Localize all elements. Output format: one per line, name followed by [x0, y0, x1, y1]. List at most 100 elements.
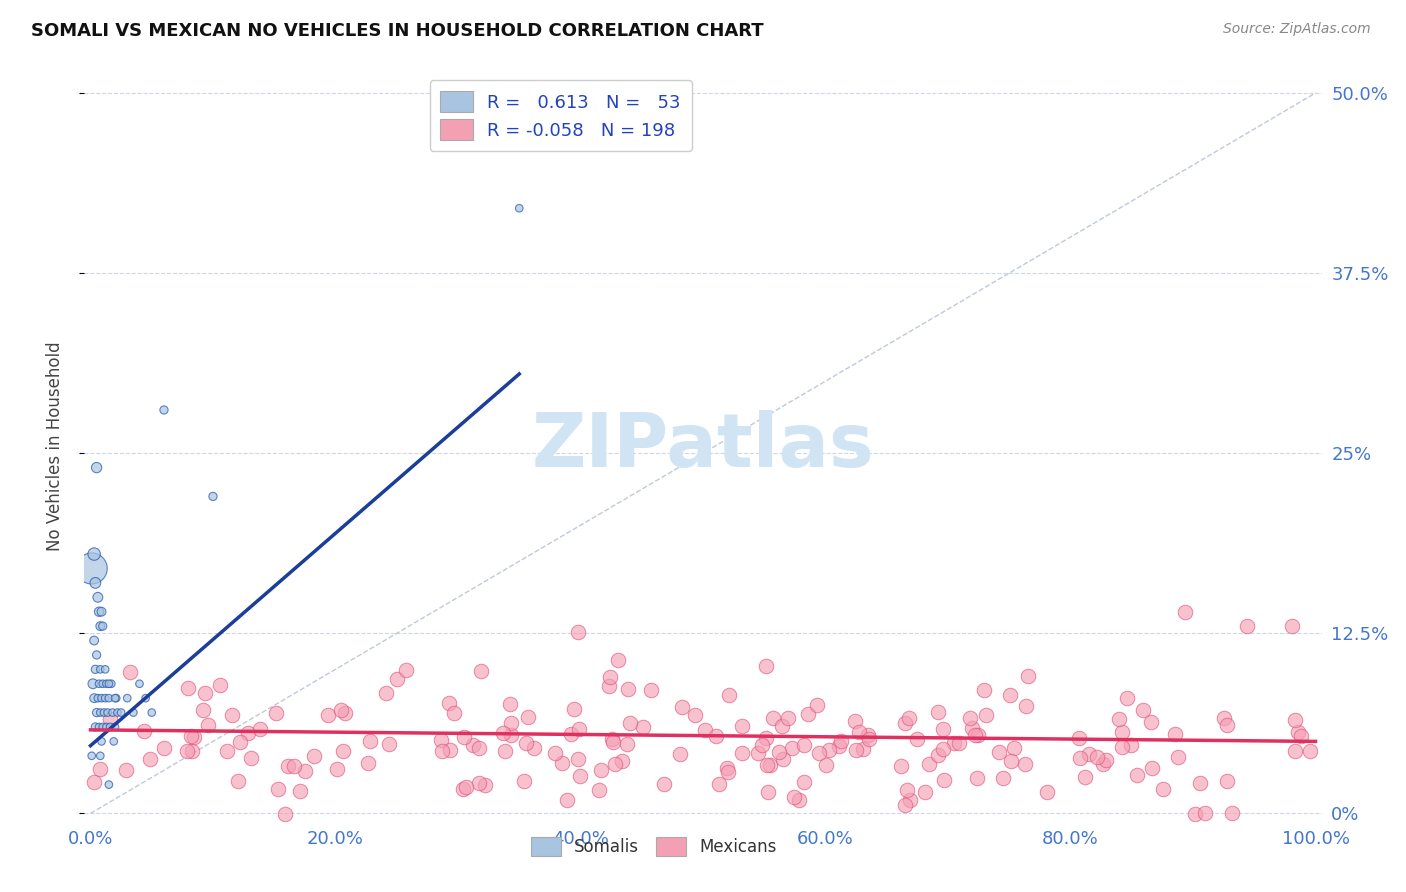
Point — [1174, 605, 1197, 619]
Text: Source: ZipAtlas.com: Source: ZipAtlas.com — [1223, 22, 1371, 37]
Point — [84, 575, 107, 590]
Point — [1002, 740, 1025, 755]
Point — [1289, 729, 1312, 743]
Point — [209, 678, 232, 692]
Point — [1164, 727, 1187, 741]
Point — [1132, 703, 1154, 717]
Point — [599, 670, 621, 684]
Point — [707, 777, 730, 791]
Point — [87, 691, 110, 706]
Point — [84, 662, 107, 676]
Point — [932, 742, 955, 756]
Point — [1069, 750, 1091, 764]
Point — [755, 731, 778, 745]
Point — [1236, 619, 1258, 633]
Point — [797, 706, 820, 721]
Text: ZIPatlas: ZIPatlas — [531, 409, 875, 483]
Point — [523, 741, 546, 756]
Point — [914, 784, 936, 798]
Point — [1216, 774, 1239, 789]
Point — [1108, 712, 1130, 726]
Point — [90, 734, 112, 748]
Point — [730, 746, 752, 760]
Point — [96, 720, 118, 734]
Point — [1036, 785, 1059, 799]
Point — [747, 747, 769, 761]
Point — [274, 806, 297, 821]
Point — [894, 798, 917, 813]
Point — [439, 743, 461, 757]
Point — [896, 782, 918, 797]
Point — [80, 561, 103, 575]
Point — [815, 757, 838, 772]
Point — [683, 708, 706, 723]
Point — [1299, 744, 1322, 758]
Point — [567, 625, 589, 640]
Point — [1284, 714, 1306, 728]
Point — [107, 706, 129, 720]
Point — [1111, 739, 1133, 754]
Point — [97, 691, 120, 706]
Point — [115, 763, 138, 777]
Point — [87, 591, 110, 605]
Point — [118, 665, 141, 679]
Point — [1116, 691, 1139, 706]
Point — [288, 784, 311, 798]
Point — [751, 738, 773, 752]
Point — [264, 706, 287, 720]
Point — [89, 619, 111, 633]
Point — [616, 738, 638, 752]
Point — [236, 725, 259, 739]
Point — [1091, 756, 1114, 771]
Point — [84, 720, 107, 734]
Point — [177, 681, 200, 695]
Point — [943, 735, 966, 749]
Point — [652, 777, 675, 791]
Point — [97, 677, 120, 691]
Point — [1015, 698, 1038, 713]
Point — [716, 764, 738, 779]
Point — [562, 702, 585, 716]
Point — [86, 706, 108, 720]
Point — [277, 759, 299, 773]
Point — [1067, 731, 1090, 745]
Point — [1140, 715, 1163, 730]
Point — [591, 763, 613, 777]
Point — [991, 771, 1014, 785]
Point — [998, 688, 1021, 702]
Point — [852, 742, 875, 756]
Point — [501, 716, 523, 731]
Point — [152, 740, 174, 755]
Point — [818, 743, 841, 757]
Point — [787, 793, 810, 807]
Point — [761, 711, 783, 725]
Point — [610, 754, 633, 768]
Point — [122, 706, 145, 720]
Point — [226, 773, 249, 788]
Point — [82, 677, 104, 691]
Point — [602, 735, 624, 749]
Point — [387, 672, 409, 686]
Point — [600, 732, 623, 747]
Point — [90, 691, 112, 706]
Point — [793, 774, 815, 789]
Point — [605, 757, 627, 772]
Point — [848, 725, 870, 739]
Point — [91, 677, 114, 691]
Point — [378, 737, 401, 751]
Y-axis label: No Vehicles in Household: No Vehicles in Household — [45, 341, 63, 551]
Point — [101, 706, 124, 720]
Point — [927, 747, 949, 762]
Point — [267, 781, 290, 796]
Point — [470, 664, 492, 678]
Point — [1220, 805, 1243, 820]
Point — [141, 706, 163, 720]
Point — [215, 744, 238, 758]
Point — [807, 746, 830, 760]
Point — [86, 460, 108, 475]
Point — [176, 744, 198, 758]
Point — [704, 729, 727, 743]
Point — [294, 764, 316, 779]
Point — [91, 619, 114, 633]
Point — [474, 779, 496, 793]
